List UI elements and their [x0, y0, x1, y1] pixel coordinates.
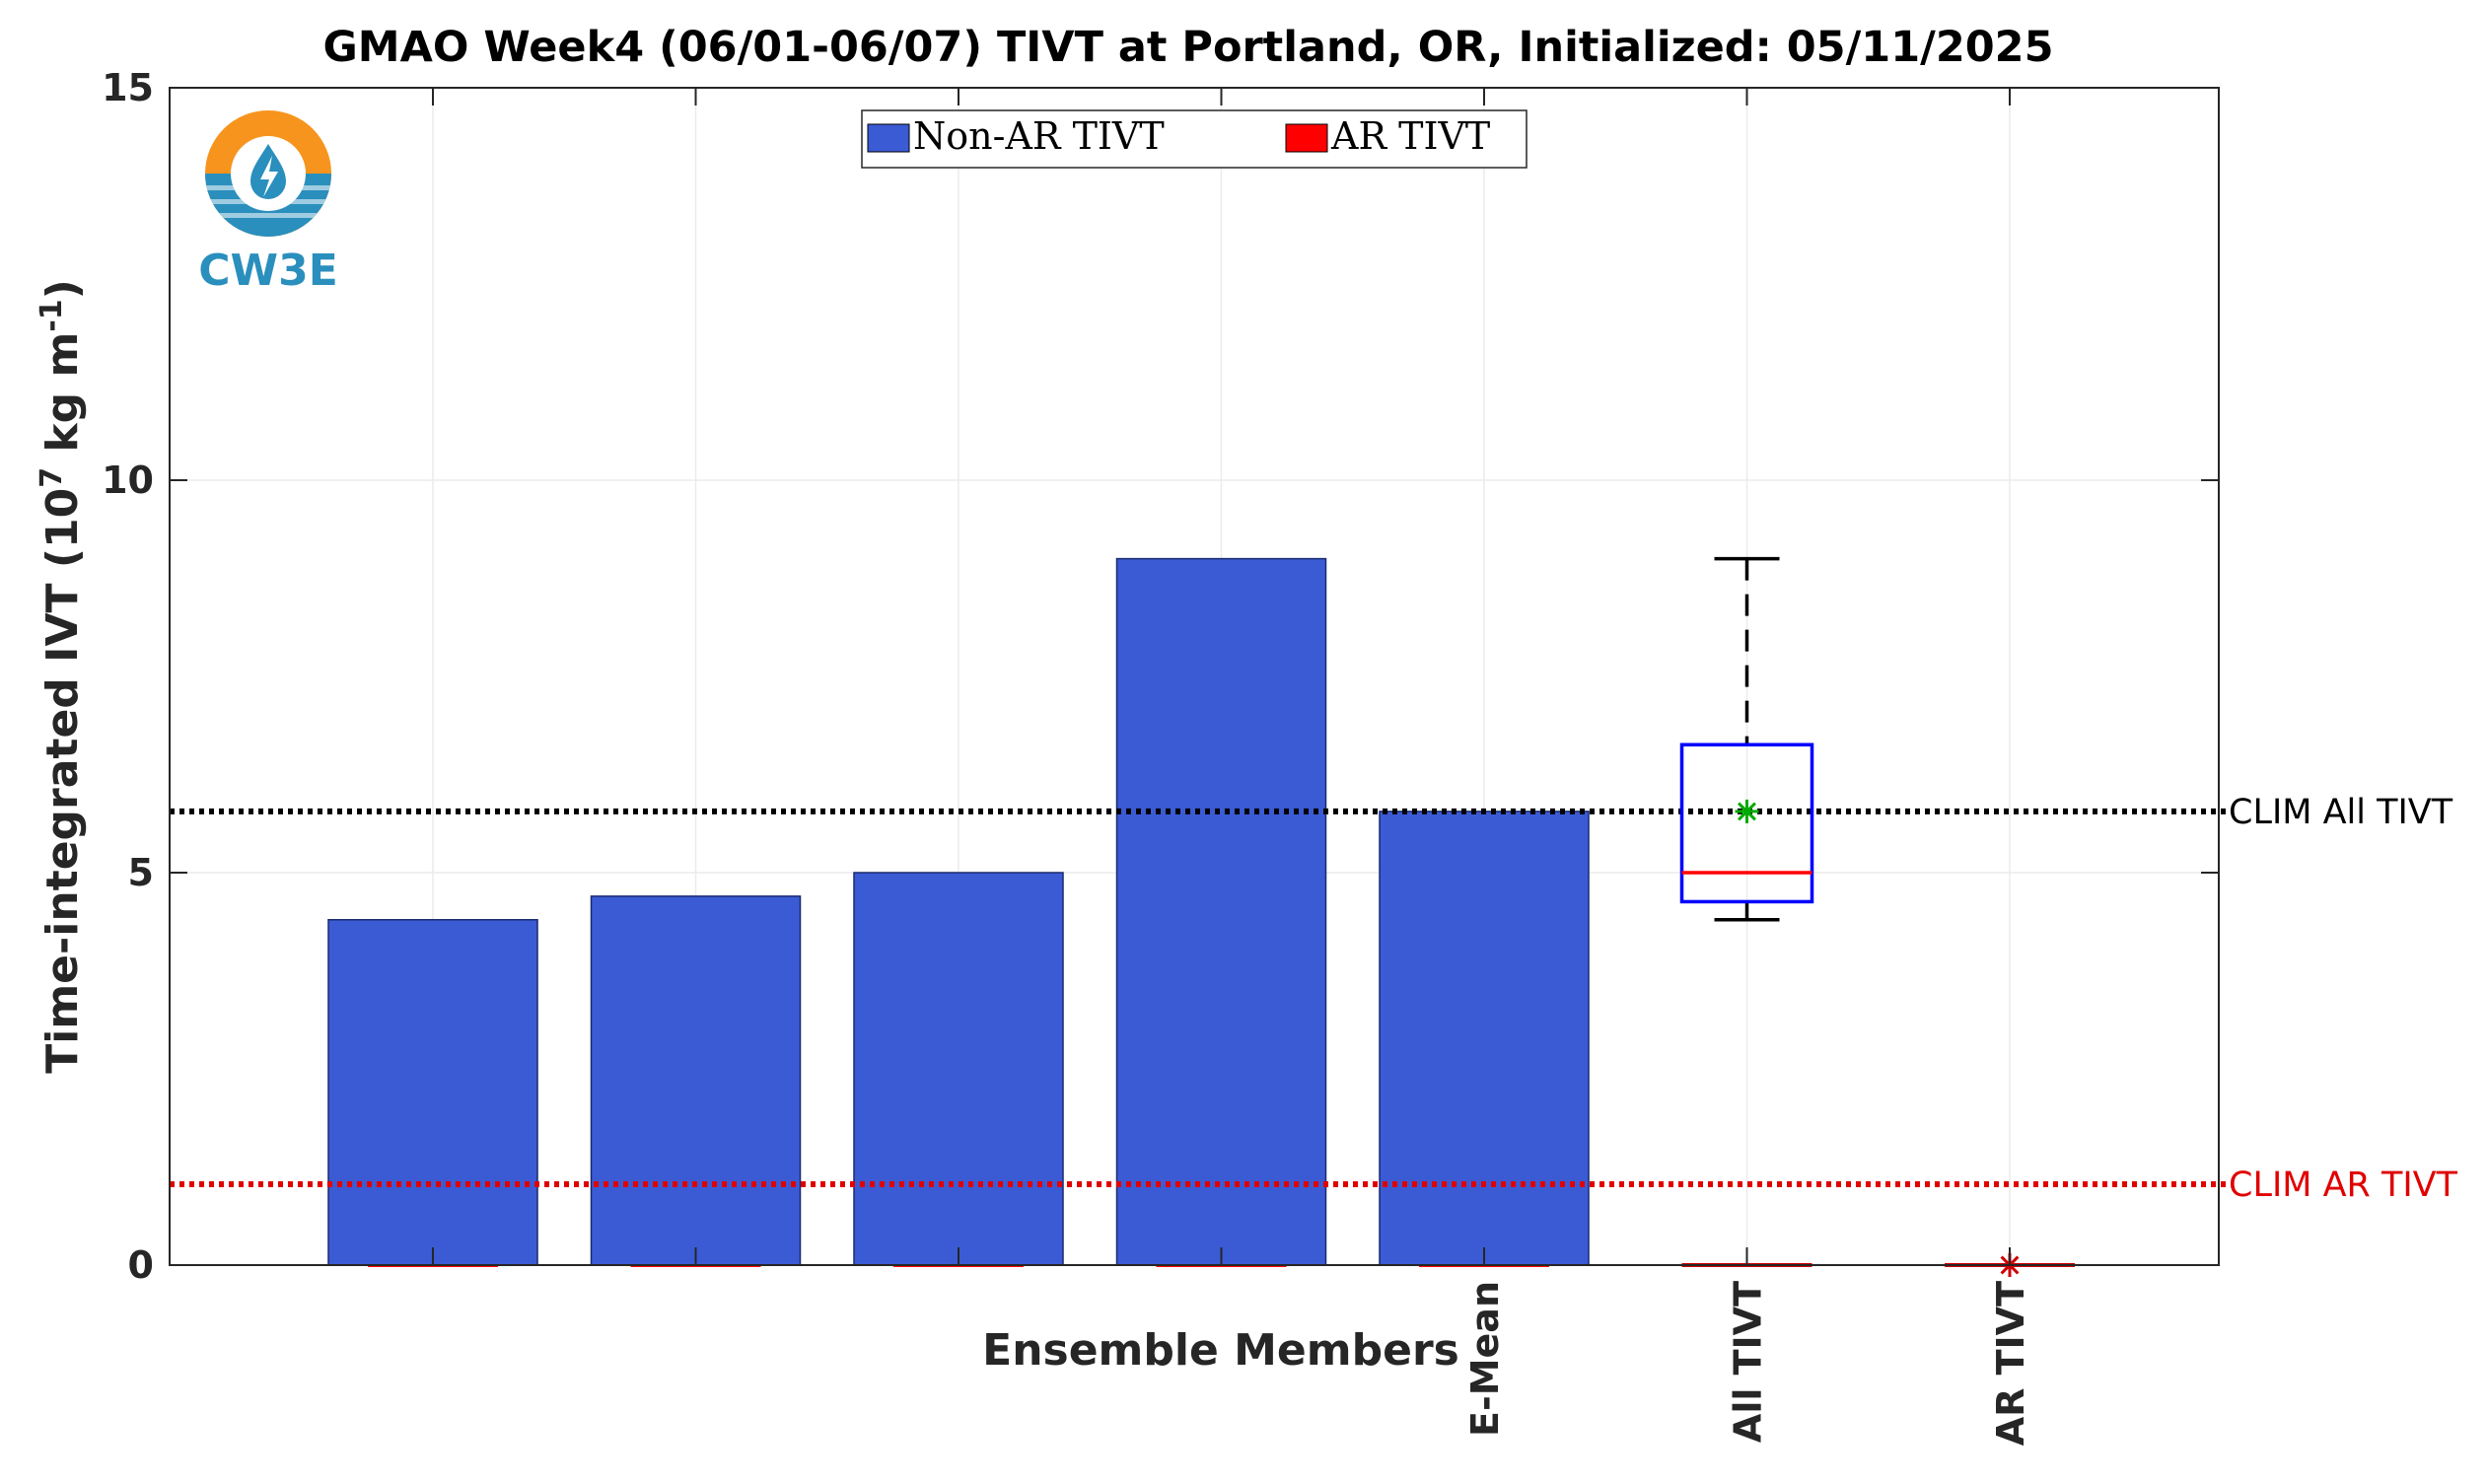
- plot-frame: [169, 87, 2220, 1266]
- x-tick-label: AR TIVT: [1989, 1281, 2032, 1446]
- y-tick-label: 10: [102, 459, 154, 502]
- x-axis-ticks: E-Mean All TIVT AR TIVT: [432, 88, 2032, 1446]
- bars-layer: [327, 557, 1590, 1267]
- cw3e-logo: CW3E: [198, 110, 338, 296]
- lightning-icon: [260, 156, 278, 197]
- y-axis-ticks: 0 5 10 15: [102, 66, 2219, 1287]
- logo-text: CW3E: [198, 246, 338, 296]
- legend-swatch-non-ar: [867, 123, 910, 153]
- legend-swatch-ar: [1285, 123, 1328, 153]
- legend: Non-AR TIVT AR TIVT: [861, 109, 1528, 169]
- x-axis-label: Ensemble Members: [982, 1325, 1459, 1376]
- legend-label-ar: AR TIVT: [1330, 114, 1490, 158]
- y-axis-label: Time-integrated IVT (107 kg m-1): [35, 279, 88, 1074]
- bar-non-ar: [327, 919, 538, 1266]
- reference-lines: CLIM All TIVT CLIM AR TIVT: [170, 793, 2458, 1205]
- bar-non-ar: [1115, 557, 1327, 1266]
- reference-line-label: CLIM AR TIVT: [2229, 1166, 2458, 1205]
- y-tick-label: 15: [102, 66, 154, 109]
- box-iqr: [1679, 742, 1814, 904]
- bar-non-ar: [853, 872, 1064, 1266]
- y-tick-label: 5: [128, 851, 154, 894]
- reference-line-label: CLIM All TIVT: [2229, 793, 2453, 832]
- legend-box: [861, 109, 1528, 169]
- bar-non-ar: [1379, 811, 1590, 1266]
- x-tick-label: All TIVT: [1727, 1281, 1770, 1443]
- mean-marker-all: [1735, 799, 1759, 823]
- y-tick-label: 0: [128, 1243, 154, 1287]
- chart-title: GMAO Week4 (06/01-06/07) TIVT at Portlan…: [322, 23, 2053, 72]
- x-tick-label: E-Mean: [1463, 1281, 1507, 1437]
- bar-non-ar: [590, 895, 802, 1266]
- legend-label-non-ar: Non-AR TIVT: [913, 114, 1165, 158]
- mean-marker-all-stroke: [1738, 802, 1756, 821]
